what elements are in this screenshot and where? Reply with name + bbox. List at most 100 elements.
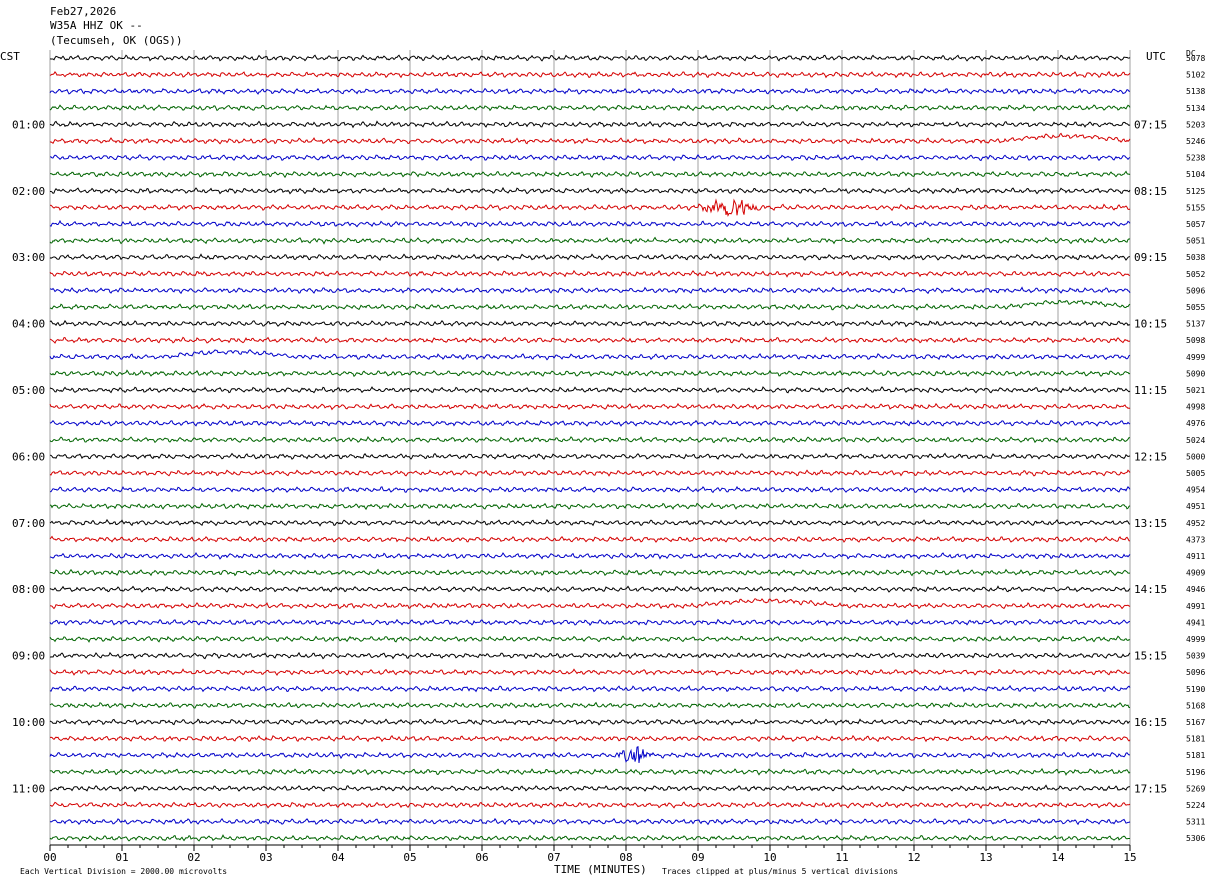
dc-offset-label: 5039	[1186, 652, 1205, 661]
cst-axis-label: CST	[0, 50, 20, 63]
trace-row-34	[49, 618, 1131, 627]
dc-offset-label: 4976	[1186, 419, 1205, 428]
dc-offset-label: 5090	[1186, 369, 1205, 378]
trace-row-10	[49, 219, 1131, 228]
trace-row-37	[49, 668, 1131, 676]
utc-time-label: 15:15	[1134, 650, 1167, 663]
dc-offset-label: 5134	[1186, 104, 1205, 113]
cst-time-label: 06:00	[12, 450, 45, 463]
trace-row-23	[49, 435, 1131, 444]
trace-row-7	[49, 170, 1131, 179]
cst-time-label: 03:00	[12, 251, 45, 264]
trace-row-41	[49, 734, 1131, 743]
trace-row-38	[49, 684, 1131, 693]
dc-offset-label: 5311	[1186, 818, 1205, 827]
trace-row-24	[49, 452, 1131, 460]
trace-row-25	[49, 469, 1131, 477]
trace-row-21	[49, 402, 1131, 411]
dc-offset-label: 4373	[1186, 535, 1205, 544]
trace-row-39	[49, 701, 1130, 709]
x-tick-label-00: 00	[43, 851, 56, 864]
trace-row-13	[49, 269, 1131, 278]
dc-offset-label: 5246	[1186, 137, 1205, 146]
cst-time-label: 10:00	[12, 716, 45, 729]
trace-row-14	[49, 286, 1131, 295]
label-group: 00 01 02 03 04 05 06 07 08 09 10 11 12 13 14 15 5078 5102…	[12, 54, 1205, 864]
trace-row-19	[49, 369, 1131, 377]
trace-row-30	[49, 551, 1131, 560]
dc-offset-label: 5137	[1186, 320, 1205, 329]
trace-row-28	[49, 518, 1131, 527]
dc-offset-label: 5051	[1186, 237, 1205, 246]
trace-row-43	[49, 767, 1131, 776]
x-tick-label-11: 11	[835, 851, 848, 864]
dc-offset-label: 5181	[1186, 735, 1205, 744]
dc-offset-label: 4999	[1186, 353, 1205, 362]
cst-time-label: 07:00	[12, 517, 45, 530]
utc-time-label: 16:15	[1134, 716, 1167, 729]
trace-row-17	[49, 336, 1131, 344]
dc-offset-label: 4951	[1186, 502, 1205, 511]
trace-row-27	[49, 502, 1131, 511]
dc-offset-label: 4954	[1186, 486, 1205, 495]
x-tick-label-04: 04	[331, 851, 345, 864]
trace-row-4	[49, 120, 1131, 129]
x-tick-label-03: 03	[259, 851, 272, 864]
trace-row-0	[49, 54, 1131, 62]
x-tick-label-06: 06	[475, 851, 488, 864]
x-tick-label-13: 13	[979, 851, 992, 864]
dc-offset-label: 5181	[1186, 751, 1205, 760]
dc-offset-label: 4998	[1186, 403, 1205, 412]
utc-time-label: 08:15	[1134, 185, 1167, 198]
x-tick-label-02: 02	[187, 851, 200, 864]
trace-row-5	[49, 132, 1131, 145]
trace-row-32	[49, 585, 1131, 593]
cst-time-label: 01:00	[12, 118, 45, 131]
trace-row-2	[49, 87, 1131, 95]
dc-offset-label: 5224	[1186, 801, 1205, 810]
trace-row-12	[49, 253, 1131, 262]
utc-time-label: 11:15	[1134, 384, 1167, 397]
trace-row-1	[49, 70, 1131, 79]
cst-time-label: 04:00	[12, 318, 45, 331]
dc-offset-label: 5038	[1186, 253, 1205, 262]
dc-offset-label: 5098	[1186, 336, 1205, 345]
dc-offset-label: 4952	[1186, 519, 1205, 528]
dc-offset-label: 5138	[1186, 87, 1205, 96]
trace-row-45	[49, 801, 1131, 809]
cst-time-label: 11:00	[12, 782, 45, 795]
dc-offset-label: 5000	[1186, 452, 1205, 461]
dc-offset-label: 4991	[1186, 602, 1205, 611]
header-station: W35A HHZ OK --	[50, 19, 143, 32]
trace-row-18	[49, 349, 1131, 361]
grid-lines	[49, 50, 1131, 851]
trace-row-16	[49, 319, 1131, 328]
x-tick-label-10: 10	[763, 851, 776, 864]
x-tick-label-14: 14	[1051, 851, 1065, 864]
dc-offset-label: 5021	[1186, 386, 1205, 395]
trace-row-44	[49, 784, 1131, 792]
x-axis-label: TIME (MINUTES)	[554, 863, 647, 876]
dc-offset-label: 5125	[1186, 187, 1205, 196]
trace-row-15	[49, 299, 1131, 311]
dc-offset-label: 5096	[1186, 286, 1205, 295]
dc-offset-label: 5203	[1186, 120, 1205, 129]
trace-row-6	[49, 154, 1131, 162]
cst-time-label: 02:00	[12, 185, 45, 198]
header-date: Feb27,2026	[50, 5, 117, 18]
dc-offset-label: 4999	[1186, 635, 1205, 644]
trace-group	[49, 54, 1131, 842]
dc-offset-label: 5055	[1186, 303, 1205, 312]
dc-offset-label: 5052	[1186, 270, 1205, 279]
utc-time-label: 14:15	[1134, 583, 1167, 596]
dc-offset-label: 5190	[1186, 685, 1205, 694]
dc-offset-label: 5168	[1186, 701, 1205, 710]
dc-offset-label: 5104	[1186, 170, 1205, 179]
dc-offset-label: 5096	[1186, 668, 1205, 677]
trace-row-29	[49, 535, 1131, 543]
trace-row-3	[49, 104, 1131, 112]
x-tick-label-01: 01	[115, 851, 128, 864]
x-tick-label-15: 15	[1123, 851, 1136, 864]
utc-axis-label: UTC	[1146, 50, 1166, 63]
dc-offset-label: 5024	[1186, 436, 1205, 445]
